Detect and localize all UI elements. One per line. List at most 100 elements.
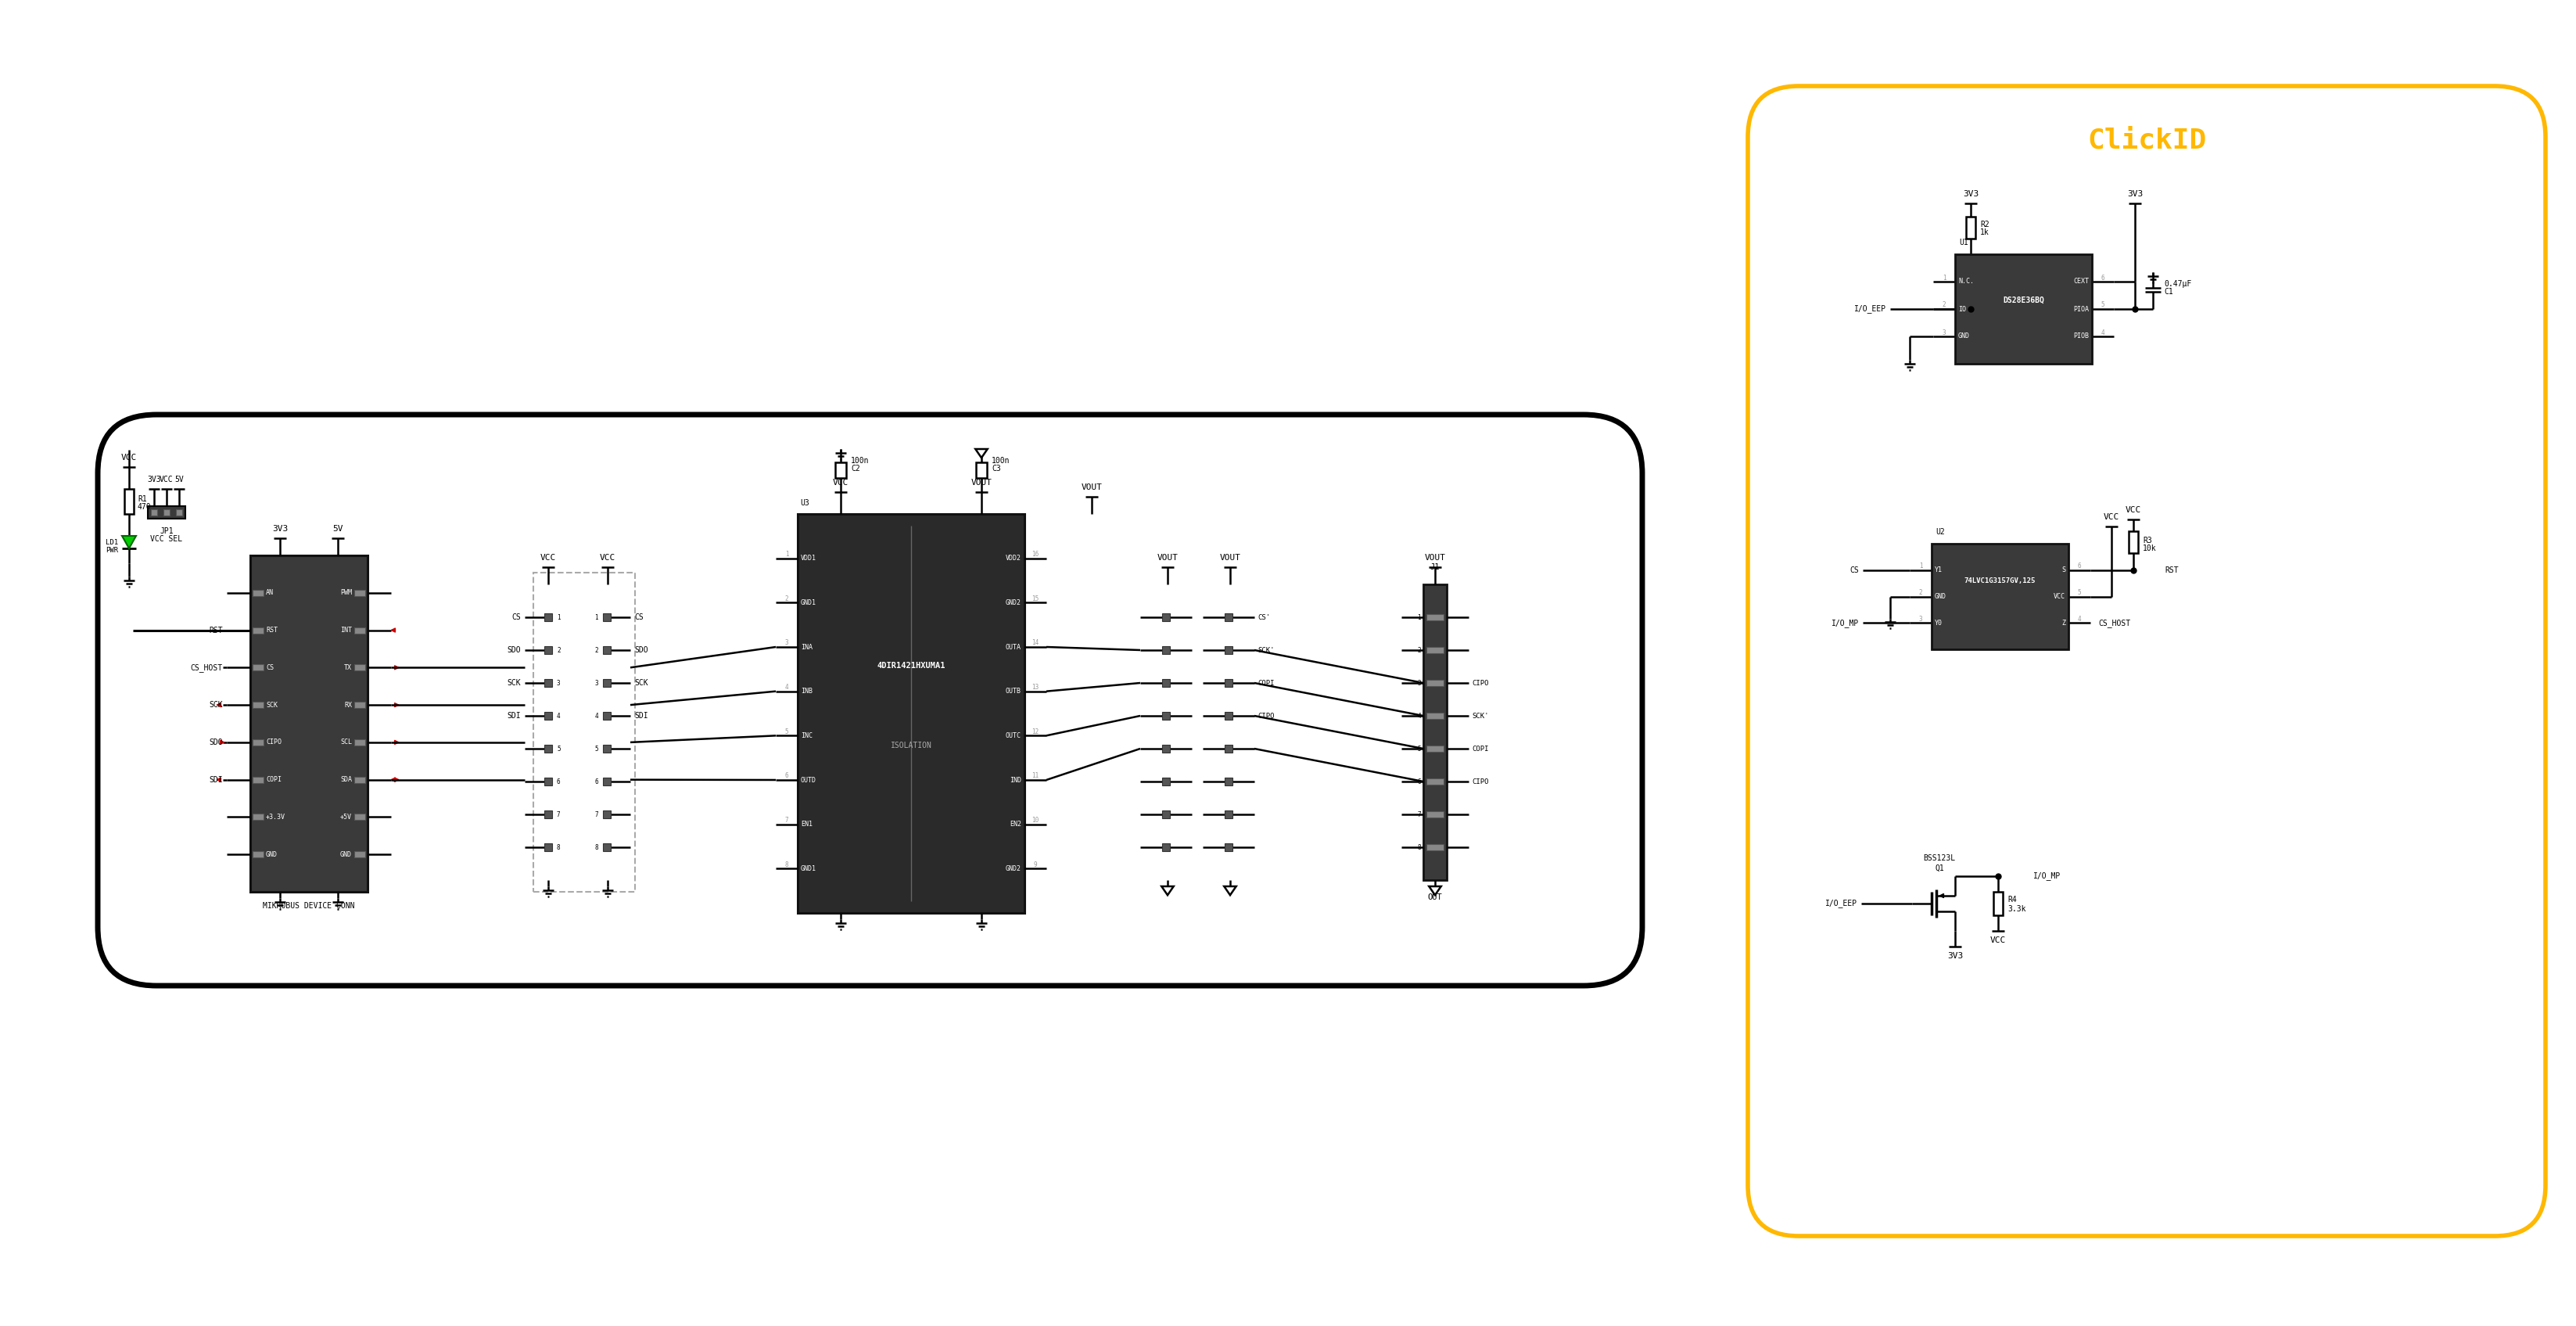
Text: 6: 6 <box>595 778 598 785</box>
Text: OUTA: OUTA <box>1005 643 1020 651</box>
Text: VOUT: VOUT <box>971 479 992 487</box>
Bar <box>1224 712 1231 720</box>
Text: SCL: SCL <box>340 739 353 745</box>
Text: 1k: 1k <box>1981 228 1989 236</box>
Bar <box>1224 745 1231 753</box>
Text: Q1: Q1 <box>1935 865 1945 873</box>
Bar <box>355 701 366 708</box>
Text: I/O_EEP: I/O_EEP <box>1826 899 1857 908</box>
Text: 10k: 10k <box>2143 544 2156 552</box>
Bar <box>603 712 611 720</box>
Text: 2: 2 <box>556 647 562 654</box>
Text: 5V: 5V <box>332 525 343 533</box>
Text: 5: 5 <box>1417 745 1422 752</box>
Text: 5: 5 <box>2102 301 2105 309</box>
Text: 7: 7 <box>1417 812 1422 818</box>
Bar <box>544 712 551 720</box>
Text: GND1: GND1 <box>801 865 817 873</box>
Text: IND: IND <box>1010 777 1020 784</box>
Text: 6: 6 <box>786 773 788 780</box>
Bar <box>355 814 366 821</box>
Text: 8: 8 <box>595 843 598 851</box>
Polygon shape <box>1224 886 1236 895</box>
Text: MIKROBUS DEVICE CONN: MIKROBUS DEVICE CONN <box>263 902 355 910</box>
Text: GND2: GND2 <box>1005 865 1020 873</box>
Bar <box>976 463 987 477</box>
Text: 13: 13 <box>1033 684 1038 691</box>
Text: INT: INT <box>340 627 353 634</box>
Bar <box>1224 777 1231 785</box>
Text: 8: 8 <box>1417 843 1422 851</box>
Text: EN1: EN1 <box>801 821 811 827</box>
Bar <box>835 463 845 477</box>
Text: SCK': SCK' <box>1471 712 1489 719</box>
Polygon shape <box>976 450 987 457</box>
Text: R1: R1 <box>137 495 147 503</box>
Text: CIPO: CIPO <box>1257 712 1275 719</box>
Text: SCK: SCK <box>507 679 520 687</box>
Bar <box>1224 614 1231 621</box>
Bar <box>355 627 366 634</box>
Text: 5: 5 <box>2079 589 2081 597</box>
Bar <box>544 614 551 621</box>
Text: 3: 3 <box>1919 615 1922 622</box>
Text: DS28E36BQ: DS28E36BQ <box>2002 296 2045 304</box>
Text: 3V3: 3V3 <box>1963 190 1978 198</box>
Text: CS: CS <box>265 664 273 671</box>
Text: VCC SEL: VCC SEL <box>149 536 183 542</box>
Bar <box>1162 810 1170 818</box>
Text: N.C.: N.C. <box>1958 278 1973 285</box>
Bar <box>1965 216 1976 239</box>
Text: I/O_MP: I/O_MP <box>2032 873 2061 880</box>
Text: 3.3k: 3.3k <box>2007 906 2025 912</box>
Text: PWM: PWM <box>340 589 353 597</box>
Text: 74LVC1G3157GV,125: 74LVC1G3157GV,125 <box>1965 577 2035 585</box>
Text: RX: RX <box>345 701 353 708</box>
Text: GND: GND <box>265 851 278 858</box>
Bar <box>147 507 185 518</box>
Bar <box>252 777 263 782</box>
Text: C2: C2 <box>850 464 860 472</box>
Text: VCC: VCC <box>832 479 848 487</box>
Text: Z: Z <box>2061 619 2066 626</box>
Text: SCK: SCK <box>265 701 278 708</box>
Bar <box>533 573 636 892</box>
Text: INB: INB <box>801 688 811 695</box>
Text: 14: 14 <box>1033 639 1038 647</box>
Text: 3: 3 <box>556 679 562 687</box>
Text: 1: 1 <box>1942 274 1945 281</box>
Text: COPI: COPI <box>1257 679 1275 687</box>
Bar <box>603 679 611 687</box>
Text: SDA: SDA <box>340 776 353 784</box>
Text: 7: 7 <box>786 817 788 823</box>
Text: 5V: 5V <box>175 476 183 484</box>
Text: CIPO: CIPO <box>1471 679 1489 687</box>
Bar <box>603 810 611 818</box>
Bar <box>1162 679 1170 687</box>
Text: COPI: COPI <box>1471 745 1489 752</box>
Text: OUTC: OUTC <box>1005 732 1020 739</box>
Text: SDO: SDO <box>634 646 649 654</box>
Text: SDI: SDI <box>507 712 520 720</box>
Text: CS_HOST: CS_HOST <box>2099 619 2130 627</box>
Text: 6: 6 <box>2102 274 2105 281</box>
Text: VCC: VCC <box>2053 593 2066 601</box>
Bar <box>1932 544 2069 650</box>
Text: CIPO: CIPO <box>265 739 281 745</box>
Text: 2: 2 <box>1919 589 1922 597</box>
Bar <box>1427 812 1443 818</box>
Text: 12: 12 <box>1033 728 1038 735</box>
Text: +3.3V: +3.3V <box>265 814 286 821</box>
Text: VOUT: VOUT <box>1157 554 1177 562</box>
Bar <box>1224 646 1231 654</box>
Bar <box>124 489 134 514</box>
Text: VOUT: VOUT <box>1425 554 1445 562</box>
Text: RST: RST <box>2164 566 2179 574</box>
Text: VCC: VCC <box>2105 513 2120 521</box>
Text: VCC: VCC <box>121 453 137 461</box>
Text: +5V: +5V <box>340 814 353 821</box>
Text: VCC: VCC <box>2125 507 2141 513</box>
Text: 470: 470 <box>137 503 152 511</box>
Text: RST: RST <box>265 627 278 634</box>
Text: IO: IO <box>1958 305 1965 313</box>
